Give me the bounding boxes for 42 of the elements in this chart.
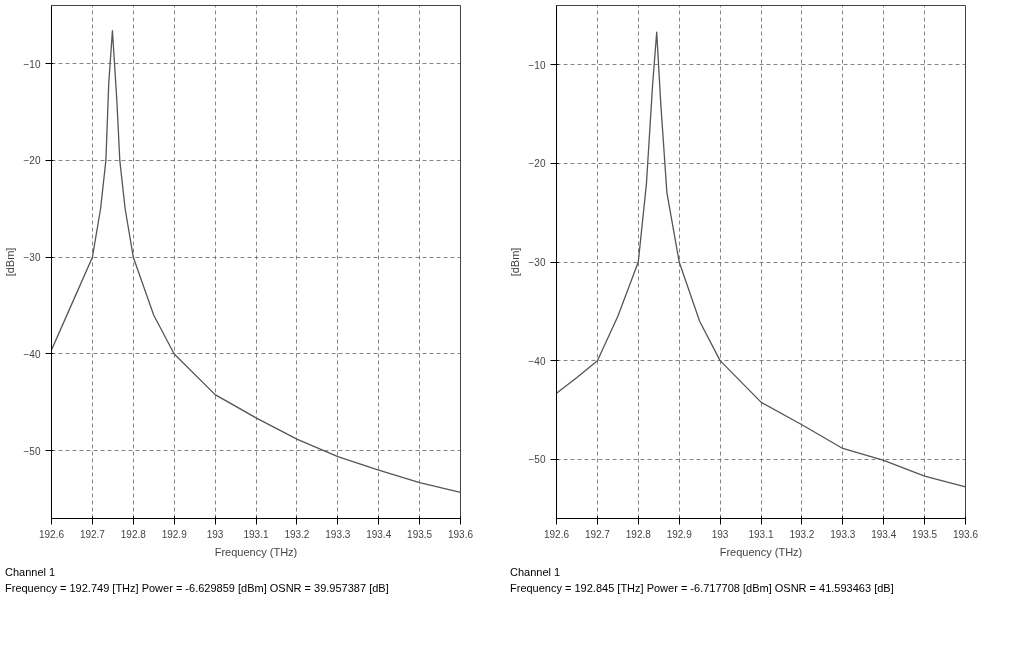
x-tick-label: 193.3 bbox=[325, 528, 351, 540]
x-tick-label: 193.5 bbox=[912, 528, 938, 540]
y-axis-title: [dBm] bbox=[3, 247, 16, 277]
x-tick-label: 193 bbox=[711, 528, 729, 540]
x-tick-label: 193.3 bbox=[830, 528, 856, 540]
y-tick-label: −20 bbox=[23, 155, 41, 167]
y-tick-label: −10 bbox=[528, 59, 546, 71]
y-tick-label: −50 bbox=[23, 445, 41, 457]
x-tick-label: 193.2 bbox=[789, 528, 815, 540]
x-axis-title: Frequency (THz) bbox=[719, 545, 803, 558]
x-tick-label: 192.8 bbox=[625, 528, 652, 540]
y-tick-label: −30 bbox=[23, 252, 41, 264]
line-series bbox=[51, 30, 461, 494]
x-tick-label: 192.8 bbox=[120, 528, 147, 540]
text: Frequency = 192.749 [THz] Power = -6.629859 [dBm] OSNR = 39.957387 [dB] bbox=[5, 581, 389, 594]
x-tick-label: 193 bbox=[206, 528, 224, 540]
x-tick-label: 193.1 bbox=[243, 528, 269, 540]
x-tick-label: 192.7 bbox=[79, 528, 106, 540]
y-tick-label: −40 bbox=[528, 355, 546, 367]
x-tick-label: 192.9 bbox=[666, 528, 693, 540]
x-tick-label: 192.9 bbox=[161, 528, 188, 540]
y-tick-label: −40 bbox=[23, 348, 41, 360]
x-tick-label: 192.6 bbox=[543, 528, 570, 540]
text: Channel 1 bbox=[5, 566, 56, 578]
x-tick-label: 193.1 bbox=[748, 528, 774, 540]
x-tick-label: 192.6 bbox=[38, 528, 65, 540]
line-series bbox=[556, 31, 966, 488]
x-tick-label: 193.6 bbox=[952, 528, 979, 540]
y-tick-label: −10 bbox=[23, 58, 41, 70]
y-tick-label: −50 bbox=[528, 454, 546, 466]
x-tick-label: 193.4 bbox=[871, 528, 897, 540]
y-tick-label: −20 bbox=[528, 158, 546, 170]
x-tick-label: 192.7 bbox=[584, 528, 611, 540]
x-tick-label: 193.5 bbox=[407, 528, 433, 540]
x-tick-label: 193.6 bbox=[447, 528, 474, 540]
y-axis-title: [dBm] bbox=[508, 247, 521, 277]
text: Frequency = 192.845 [THz] Power = -6.717708 [dBm] OSNR = 41.593463 [dB] bbox=[510, 581, 894, 594]
x-axis-title: Frequency (THz) bbox=[214, 545, 298, 558]
x-tick-label: 193.2 bbox=[284, 528, 310, 540]
x-tick-label: 193.4 bbox=[366, 528, 392, 540]
y-tick-label: −30 bbox=[528, 257, 546, 268]
text: Channel 1 bbox=[510, 566, 561, 578]
